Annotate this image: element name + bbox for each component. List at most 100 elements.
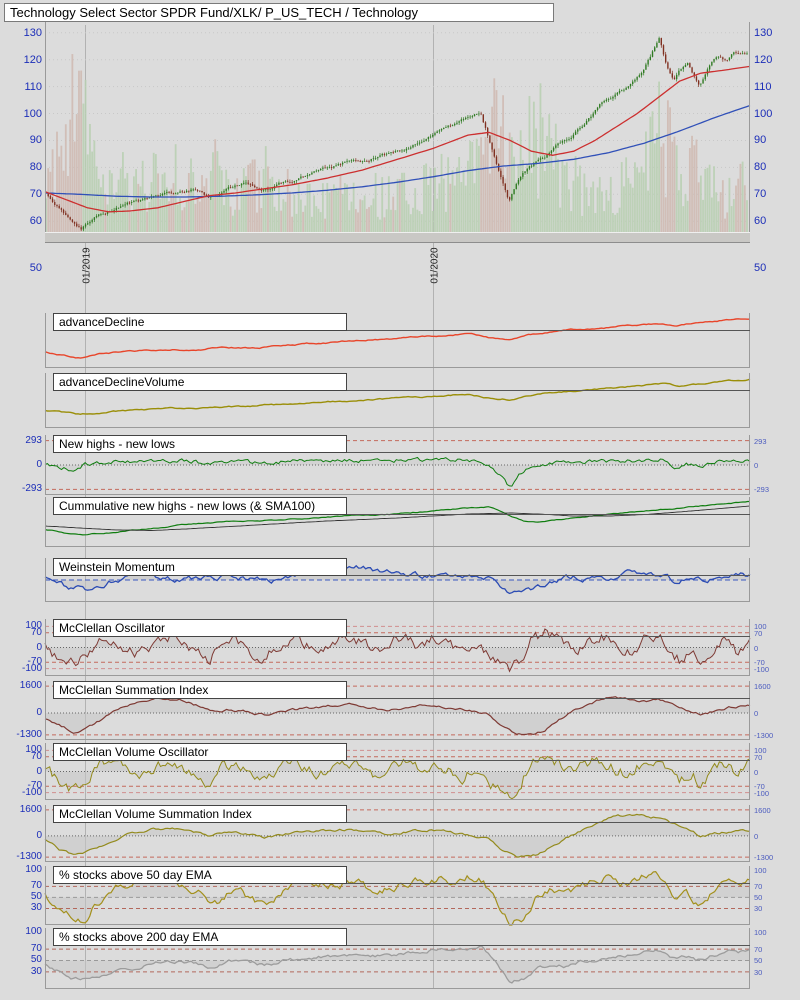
y-axis-label: 1600 <box>19 804 42 815</box>
y-axis-label: -70 <box>27 656 42 667</box>
date-label: 01/2019 <box>81 247 93 284</box>
grid-line-vertical <box>433 25 434 989</box>
mcclellan-volume-summation-label[interactable]: McClellan Volume Summation Index <box>53 805 347 823</box>
pct-above-200ema-label[interactable]: % stocks above 200 day EMA <box>53 928 347 946</box>
weinstein-momentum-plot[interactable] <box>44 558 751 602</box>
y-axis-label: 90 <box>29 134 42 146</box>
advance-decline-plot[interactable] <box>44 313 750 368</box>
y-axis-label: 110 <box>24 81 42 93</box>
y-axis-label: -70 <box>754 658 765 667</box>
mcclellan-volume-summation-plot[interactable] <box>44 805 751 862</box>
y-axis-label: 70 <box>754 882 763 891</box>
y-axis-label: 100 <box>25 864 42 875</box>
y-axis-label: 70 <box>754 753 763 762</box>
weinstein-momentum-top-border <box>347 575 750 576</box>
y-axis-label: 293 <box>754 437 767 446</box>
y-axis-label: 293 <box>25 435 42 446</box>
y-axis-label: 130 <box>754 27 773 39</box>
y-axis-label: 1600 <box>754 806 771 815</box>
cumulative-nh-nl-top-border <box>347 514 750 515</box>
y-axis-label: 60 <box>754 215 767 227</box>
pct-above-200ema-plot[interactable] <box>44 928 751 989</box>
cumulative-nh-nl-label[interactable]: Cummulative new highs - new lows (& SMA1… <box>53 497 347 515</box>
y-axis-label: 0 <box>36 707 42 718</box>
mcclellan-summation-label[interactable]: McClellan Summation Index <box>53 681 347 699</box>
pct-above-200ema-top-border <box>347 945 750 946</box>
y-axis-label: -1300 <box>16 851 42 862</box>
mcclellan-oscillator-top-border <box>347 636 750 637</box>
y-axis-label: 70 <box>29 188 42 200</box>
y-axis-label: -293 <box>754 485 770 494</box>
y-axis-label: -70 <box>754 782 765 791</box>
y-axis-label: 30 <box>30 902 42 913</box>
y-axis-label: -100 <box>21 787 42 798</box>
y-axis-label: 50 <box>754 956 763 965</box>
advance-decline-volume-plot[interactable] <box>44 373 751 428</box>
mcclellan-summation-plot[interactable] <box>44 681 751 740</box>
y-axis-label: 130 <box>23 27 42 39</box>
y-axis-label: 50 <box>30 954 42 965</box>
date-label: 01/2020 <box>429 247 441 284</box>
y-axis-label: 70 <box>754 945 763 954</box>
y-axis-label: 100 <box>23 108 42 120</box>
y-axis-label: 70 <box>30 943 42 954</box>
y-axis-label: 60 <box>29 215 42 227</box>
y-axis-label: 0 <box>754 768 759 777</box>
y-axis-label: 100 <box>25 926 42 937</box>
y-axis-label: 100 <box>754 928 767 937</box>
mcclellan-oscillator-plot[interactable] <box>44 619 751 676</box>
y-axis-label: -1300 <box>754 731 774 740</box>
ma50-line <box>44 65 751 213</box>
y-axis-label: 100 <box>754 622 767 631</box>
mcclellan-volume-oscillator-plot[interactable] <box>44 743 751 800</box>
y-axis-label: 0 <box>36 642 42 653</box>
y-axis-label: 120 <box>754 54 773 66</box>
weinstein-momentum-label[interactable]: Weinstein Momentum <box>53 558 347 576</box>
y-axis-label: 50 <box>754 893 763 902</box>
y-axis-label: 100 <box>754 108 773 120</box>
y-axis-label: 70 <box>30 751 42 762</box>
y-axis-label: 0 <box>754 832 759 841</box>
y-axis-label: -1300 <box>16 729 42 740</box>
y-axis-label: 100 <box>754 866 767 875</box>
y-axis-label: 70 <box>30 627 42 638</box>
new-highs-new-lows-label[interactable]: New highs - new lows <box>53 435 347 453</box>
y-axis-label: 70 <box>30 880 42 891</box>
new-highs-new-lows-plot[interactable] <box>44 435 751 495</box>
y-axis-label: 1600 <box>19 680 42 691</box>
y-axis-label: -293 <box>21 483 42 494</box>
price-chart-plot[interactable] <box>44 22 751 233</box>
mcclellan-oscillator-label[interactable]: McClellan Oscillator <box>53 619 347 637</box>
advance-decline-label[interactable]: advanceDecline <box>53 313 347 331</box>
y-axis-label: 90 <box>754 134 767 146</box>
y-axis-label: 80 <box>754 161 767 173</box>
pct-above-50ema-label[interactable]: % stocks above 50 day EMA <box>53 866 347 884</box>
pct-above-50ema-top-border <box>347 883 750 884</box>
cumulative-nh-nl-plot[interactable] <box>44 497 751 547</box>
y-axis-label: 70 <box>754 188 767 200</box>
y-axis-label: 30 <box>754 968 763 977</box>
y-axis-label: 30 <box>754 904 763 913</box>
y-axis-label: 100 <box>25 744 42 755</box>
y-axis-label: 0 <box>754 644 759 653</box>
mcclellan-volume-summation-top-border <box>347 822 750 823</box>
y-axis-label: 30 <box>30 966 42 977</box>
y-axis-label: -100 <box>754 665 770 674</box>
advance-decline-volume-top-border <box>347 390 750 391</box>
y-axis-label: 0 <box>36 766 42 777</box>
y-axis-label: 100 <box>25 620 42 631</box>
y-axis-label: 120 <box>23 54 42 66</box>
y-axis-label: -70 <box>27 780 42 791</box>
y-axis-label: 80 <box>29 161 42 173</box>
y-axis-label: 0 <box>754 461 759 470</box>
y-axis-label: 50 <box>30 891 42 902</box>
new-highs-new-lows-top-border <box>347 452 750 453</box>
y-axis-label: 0 <box>36 830 42 841</box>
mcclellan-volume-oscillator-label[interactable]: McClellan Volume Oscillator <box>53 743 347 761</box>
advance-decline-top-border <box>347 330 750 331</box>
y-axis-label: -100 <box>754 789 770 798</box>
x-axis-strip[interactable] <box>45 232 750 243</box>
mcclellan-volume-oscillator-top-border <box>347 760 750 761</box>
mcclellan-summation-top-border <box>347 698 750 699</box>
advance-decline-volume-label[interactable]: advanceDeclineVolume <box>53 373 347 391</box>
